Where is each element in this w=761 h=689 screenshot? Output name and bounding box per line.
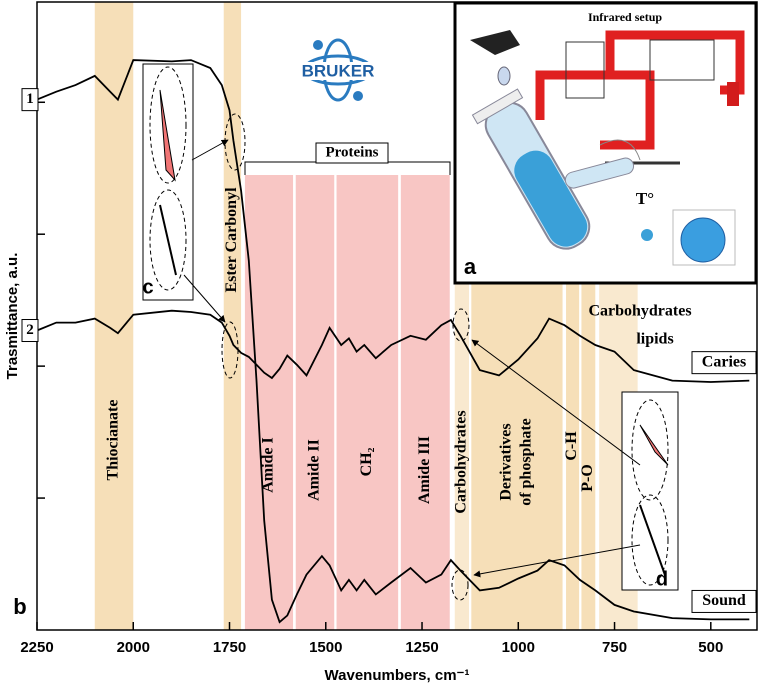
logo: BRUKER [296, 38, 380, 102]
band-label: lipids [636, 331, 673, 348]
band [336, 175, 399, 630]
bracket [244, 161, 451, 175]
series-marker: 2 [26, 322, 34, 338]
inset-temperature: T° [636, 189, 654, 208]
series-marker: 1 [26, 91, 34, 107]
x-tick-label: 750 [602, 639, 627, 656]
spectrum-line [36, 309, 750, 383]
band-label: P-O [579, 464, 596, 492]
panel-label: d [656, 568, 668, 590]
x-tick-label: 2250 [20, 639, 53, 656]
legend-entry: Caries [702, 353, 746, 370]
band-label: Amide I [260, 437, 277, 493]
x-tick-label: 1750 [213, 639, 246, 656]
plot-frame [36, 1, 758, 631]
band [244, 175, 294, 630]
x-tick-label: 2000 [117, 639, 150, 656]
inset-title: Infrared setup [588, 10, 662, 24]
series-marker-box [21, 319, 39, 343]
panel-label: b [13, 594, 26, 619]
legend-entry: Sound [702, 592, 746, 609]
legend-box [691, 351, 757, 375]
band-label: Thiocianate [105, 400, 122, 481]
inset-d [451, 308, 679, 601]
band-label: Carbohydrates [453, 410, 470, 513]
series-marker-box [21, 88, 39, 112]
band-label: Carbohydrates [588, 303, 691, 320]
band-label: C-H [563, 431, 580, 461]
panel-label: a [464, 254, 477, 279]
inset-c [142, 63, 246, 379]
band-label: CH₂ [358, 447, 375, 476]
band [223, 2, 242, 630]
logo-text: BRUKER [302, 61, 375, 80]
band-label: Derivatives [498, 423, 515, 500]
x-tick-label: 1500 [309, 639, 342, 656]
band-label: Amide II [306, 439, 323, 501]
legend-box [691, 589, 757, 613]
x-tick-label: 1000 [502, 639, 535, 656]
band-label: of phosphate [518, 418, 535, 506]
inset-a: Infrared setup T° a [453, 1, 758, 285]
panel-label: c [142, 276, 153, 298]
band [400, 175, 450, 630]
x-tick-label: 500 [698, 639, 723, 656]
x-axis-title: Wavenumbers, cm⁻¹ [325, 667, 470, 684]
band [295, 175, 335, 630]
band-label: Ester Carbonyl [223, 187, 240, 293]
x-tick-label: 1250 [405, 639, 438, 656]
y-axis-title: Trasmittance, a.u. [4, 253, 21, 380]
bracket-box [315, 142, 389, 164]
band-label: Amide III [416, 436, 433, 504]
bracket-label: Proteins [325, 144, 378, 160]
band [94, 2, 134, 630]
